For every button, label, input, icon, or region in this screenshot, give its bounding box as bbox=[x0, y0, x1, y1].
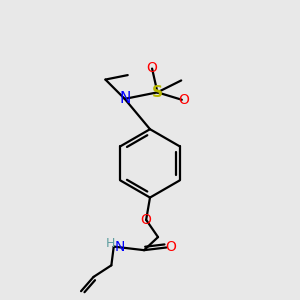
Text: O: O bbox=[165, 241, 176, 254]
Text: O: O bbox=[141, 213, 152, 227]
Text: H: H bbox=[106, 236, 116, 250]
Text: S: S bbox=[152, 85, 163, 100]
Text: O: O bbox=[178, 93, 189, 107]
Text: N: N bbox=[119, 92, 130, 106]
Text: O: O bbox=[147, 61, 158, 75]
Text: N: N bbox=[115, 240, 125, 254]
